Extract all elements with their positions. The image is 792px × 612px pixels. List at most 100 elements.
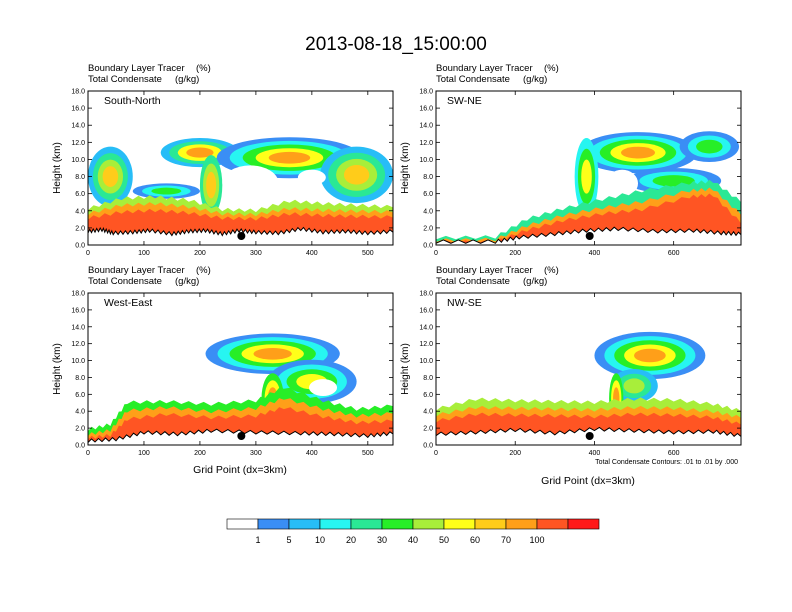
- y-tick-label: 0.0: [423, 243, 433, 250]
- y-tick-label: 12.0: [71, 341, 85, 348]
- y-tick-label: 0.0: [423, 443, 433, 450]
- y-tick-label: 18.0: [419, 89, 433, 96]
- header-tracer: Boundary Layer Tracer: [436, 63, 533, 74]
- header-condensate-units: (g/kg): [175, 74, 199, 85]
- plot-frame: [87, 292, 394, 446]
- colorbar-swatch: [443, 518, 476, 530]
- header-tracer-units: (%): [544, 265, 559, 276]
- colorbar-swatch: [226, 518, 259, 530]
- x-tick-label: 100: [138, 450, 150, 457]
- y-tick-label: 16.0: [419, 106, 433, 113]
- cloud-shell: [581, 159, 592, 194]
- y-tick-label: 4.0: [423, 208, 433, 215]
- field-layer: [88, 91, 393, 245]
- x-axis-label: Grid Point (dx=3km): [541, 475, 635, 487]
- colorbar: 1 5 10 20 30 40 50 60 70 100: [226, 518, 600, 545]
- terrain-line: [436, 226, 741, 244]
- cloud-shell: [634, 348, 666, 363]
- colorbar-swatch: [381, 518, 414, 530]
- panel-label: West-East: [104, 297, 152, 309]
- y-tick-label: 18.0: [419, 291, 433, 298]
- x-tick-label: 0: [434, 250, 438, 257]
- y-tick-label: 6.0: [75, 191, 85, 198]
- panel-sw-ne: Boundary Layer Tracer (%) Total Condensa…: [400, 63, 742, 257]
- terrain-line: [88, 226, 393, 237]
- x-tick-label: 400: [306, 450, 318, 457]
- y-tick-label: 6.0: [423, 191, 433, 198]
- colorbar-label: 20: [346, 535, 356, 545]
- y-tick-label: 14.0: [71, 324, 85, 331]
- clear-region: [309, 379, 338, 397]
- header-tracer-units: (%): [196, 265, 211, 276]
- x-tick-label: 0: [86, 450, 90, 457]
- y-axis-label: Height (km): [52, 343, 63, 395]
- y-tick-label: 16.0: [71, 106, 85, 113]
- panel-nw-se: Boundary Layer Tracer (%) Total Condensa…: [400, 265, 742, 487]
- site-marker: [237, 232, 246, 240]
- colorbar-swatch: [505, 518, 538, 530]
- colorbar-swatch: [567, 518, 600, 530]
- x-tick-label: 200: [194, 250, 206, 257]
- x-tick-label: 600: [668, 250, 680, 257]
- colorbar-label: 30: [377, 535, 387, 545]
- cloud-shell: [623, 378, 645, 394]
- cloud-shell: [621, 146, 655, 159]
- header-condensate: Total Condensate: [436, 74, 510, 85]
- y-tick-label: 2.0: [75, 426, 85, 433]
- header-condensate-units: (g/kg): [523, 74, 547, 85]
- y-tick-label: 10.0: [71, 157, 85, 164]
- x-tick-label: 400: [589, 450, 601, 457]
- y-tick-label: 12.0: [419, 140, 433, 147]
- cloud-shell: [151, 187, 182, 195]
- y-tick-label: 12.0: [71, 140, 85, 147]
- colorbar-label: 70: [501, 535, 511, 545]
- clear-region: [606, 169, 639, 198]
- colorbar-label: 1: [255, 535, 260, 545]
- x-tick-label: 200: [509, 450, 521, 457]
- header-tracer: Boundary Layer Tracer: [88, 265, 185, 276]
- header-tracer-units: (%): [544, 63, 559, 74]
- y-tick-label: 12.0: [419, 341, 433, 348]
- x-tick-label: 600: [668, 450, 680, 457]
- colorbar-swatch: [350, 518, 383, 530]
- y-tick-label: 6.0: [75, 392, 85, 399]
- field-layer: [88, 293, 393, 445]
- y-tick-label: 2.0: [75, 225, 85, 232]
- x-tick-label: 400: [306, 250, 318, 257]
- plot-area: 0.0 2.0 4.0 6.0 8.0 10.0 12.0 14.0 16.0 18.0 0 200 4…: [419, 89, 742, 257]
- x-tick-label: 0: [86, 250, 90, 257]
- x-tick-label: 500: [362, 450, 374, 457]
- colorbar-swatch: [412, 518, 445, 530]
- y-tick-label: 10.0: [419, 358, 433, 365]
- y-tick-label: 8.0: [423, 174, 433, 181]
- clear-region: [222, 165, 279, 200]
- y-tick-label: 0.0: [75, 243, 85, 250]
- plot-frame: [435, 292, 742, 446]
- site-marker: [585, 432, 594, 440]
- y-tick-label: 6.0: [423, 392, 433, 399]
- header-tracer: Boundary Layer Tracer: [436, 265, 533, 276]
- header-tracer-units: (%): [196, 63, 211, 74]
- colorbar-label: 5: [286, 535, 291, 545]
- x-tick-label: 100: [138, 250, 150, 257]
- y-tick-label: 8.0: [75, 375, 85, 382]
- y-tick-label: 18.0: [71, 89, 85, 96]
- y-tick-label: 16.0: [71, 307, 85, 314]
- y-tick-label: 18.0: [71, 291, 85, 298]
- field-layer: [436, 293, 741, 445]
- y-axis-label: Height (km): [400, 142, 411, 194]
- y-tick-label: 10.0: [71, 358, 85, 365]
- x-tick-label: 0: [434, 450, 438, 457]
- y-tick-label: 2.0: [423, 426, 433, 433]
- plot-area: 0.0 2.0 4.0 6.0 8.0 10.0 12.0 14.0 16.0 18.0 0 200 4…: [419, 291, 742, 457]
- y-tick-label: 8.0: [423, 375, 433, 382]
- header-tracer: Boundary Layer Tracer: [88, 63, 185, 74]
- cloud-shell: [102, 166, 119, 187]
- y-tick-label: 10.0: [419, 157, 433, 164]
- y-axis-label: Height (km): [400, 343, 411, 395]
- cloud-shell: [343, 165, 370, 185]
- colorbar-label: 10: [315, 535, 325, 545]
- y-tick-label: 14.0: [71, 123, 85, 130]
- cloud-shell: [186, 147, 214, 158]
- site-marker: [237, 432, 246, 440]
